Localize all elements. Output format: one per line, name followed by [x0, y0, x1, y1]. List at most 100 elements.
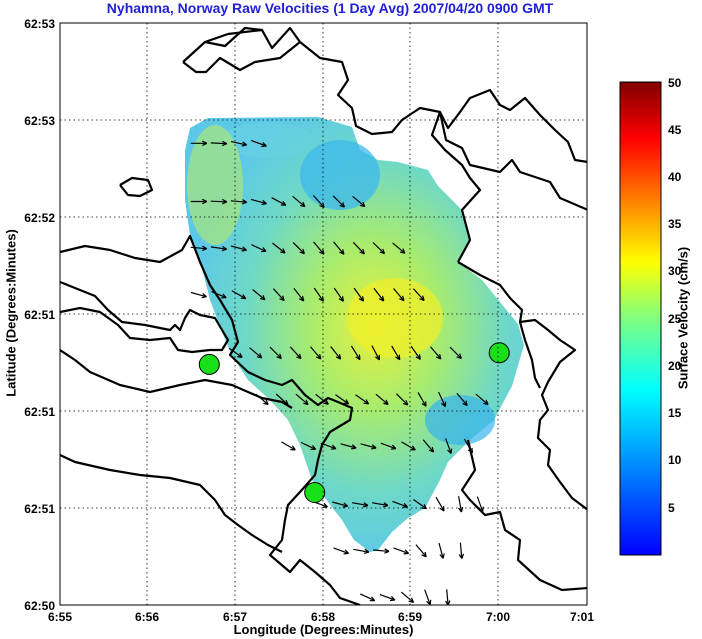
velocity-vector [373, 548, 390, 554]
velocity-vector [352, 241, 365, 255]
velocity-vector [410, 345, 421, 360]
velocity-vector [231, 290, 247, 300]
velocity-vector [355, 394, 370, 405]
velocity-vector [372, 242, 386, 255]
radar-station-marker [304, 482, 326, 503]
x-tick-label: 7:00 [486, 610, 510, 624]
velocity-vector [269, 346, 282, 360]
velocity-vector [210, 245, 228, 252]
velocity-vector [252, 289, 266, 301]
y-axis-ticks: 62:53 62:53 62:52 62:51 62:51 62:51 62:5… [24, 17, 55, 613]
velocity-vector [359, 593, 376, 602]
velocity-vector [395, 393, 409, 406]
map-title: Nyhamna, Norway Raw Velocities (1 Day Av… [106, 0, 554, 16]
velocity-vector [190, 291, 207, 299]
velocity-vector [251, 244, 267, 253]
velocity-vector [375, 393, 389, 406]
velocity-vector [413, 499, 428, 510]
velocity-vectors [190, 139, 489, 605]
medium-velocity-band-west [187, 125, 243, 245]
radar-station-marker [488, 342, 510, 364]
x-axis-ticks: 6:55 6:56 6:57 6:58 6:59 7:00 7:01 [48, 610, 594, 624]
y-tick-label: 62:50 [24, 599, 55, 613]
high-velocity-core [347, 278, 443, 358]
velocity-vector [350, 345, 361, 361]
colorbar-tick-label: 15 [668, 406, 682, 420]
velocity-vector [281, 441, 296, 451]
velocity-vector [438, 542, 445, 559]
coastline-east-2 [430, 111, 482, 263]
colorbar-tick-label: 5 [668, 501, 675, 515]
velocity-vector [330, 346, 342, 360]
colorbar-label: Surface Velocity (cm/s) [675, 246, 691, 390]
coastline-east-3 [457, 261, 587, 511]
velocity-vector [300, 441, 317, 450]
velocity-vector [456, 392, 468, 407]
coastline-southeast [460, 439, 587, 592]
y-tick-label: 62:53 [24, 114, 55, 128]
velocity-vector [422, 439, 435, 453]
velocity-vector [438, 391, 447, 408]
velocity-vector [230, 199, 248, 205]
coastline-west-lower [60, 349, 293, 409]
velocity-vector [371, 502, 389, 508]
coastline-north [182, 26, 302, 74]
x-tick-label: 6:57 [223, 610, 247, 624]
y-tick-label: 62:51 [24, 502, 55, 516]
velocity-vector [393, 547, 410, 555]
coastline-east [438, 111, 587, 211]
velocity-vector [210, 198, 228, 205]
velocity-vector [430, 346, 442, 360]
colorbar-tick-label: 10 [668, 453, 682, 467]
velocity-vector [417, 392, 427, 407]
velocity-vector [310, 346, 322, 360]
velocity-vector [289, 346, 302, 360]
map-frame [59, 22, 588, 606]
colorbar-ticks: 50 45 40 35 30 25 20 15 10 5 [668, 76, 682, 515]
radar-station-marker [198, 353, 220, 375]
velocity-vector [333, 287, 344, 302]
velocity-vector [271, 197, 287, 206]
low-velocity-patch-southeast [425, 395, 495, 445]
coastline-east-4 [518, 321, 541, 389]
radar-stations [198, 342, 510, 503]
velocity-vector [392, 500, 408, 508]
velocity-vector [315, 393, 329, 405]
low-velocity-patch-northwest [223, 122, 313, 158]
velocity-vector [333, 547, 350, 555]
velocity-vector [415, 544, 427, 558]
velocity-vector [353, 548, 370, 554]
colorbar [619, 81, 662, 556]
velocity-vector [353, 287, 365, 302]
velocity-vector [230, 141, 247, 147]
x-tick-label: 6:58 [311, 610, 335, 624]
velocity-vector [190, 140, 208, 147]
velocity-field [185, 117, 524, 552]
velocity-vector [292, 241, 305, 255]
velocity-vector [275, 393, 289, 406]
velocity-vector [445, 589, 451, 605]
velocity-vector [435, 496, 445, 512]
velocity-vector [272, 242, 286, 254]
velocity-vector [249, 347, 263, 359]
velocity-vector [272, 288, 285, 302]
velocity-vector [463, 438, 473, 454]
velocity-vector [351, 502, 369, 508]
velocity-vector [190, 198, 208, 205]
velocity-vector [320, 442, 337, 450]
colorbar-tick-label: 35 [668, 217, 682, 231]
velocity-vector [190, 245, 208, 252]
velocity-vector [475, 393, 489, 406]
y-tick-label: 62:51 [24, 308, 55, 322]
x-tick-label: 7:01 [570, 610, 594, 624]
map-area [60, 26, 587, 605]
velocity-vector [332, 501, 349, 508]
velocity-vector [400, 591, 415, 603]
colorbar-tick-label: 50 [668, 76, 682, 90]
velocity-vector [332, 195, 345, 208]
velocity-vector [340, 443, 357, 450]
velocity-vector [211, 291, 227, 299]
y-tick-label: 62:53 [24, 17, 55, 31]
colorbar-tick-label: 40 [668, 170, 682, 184]
